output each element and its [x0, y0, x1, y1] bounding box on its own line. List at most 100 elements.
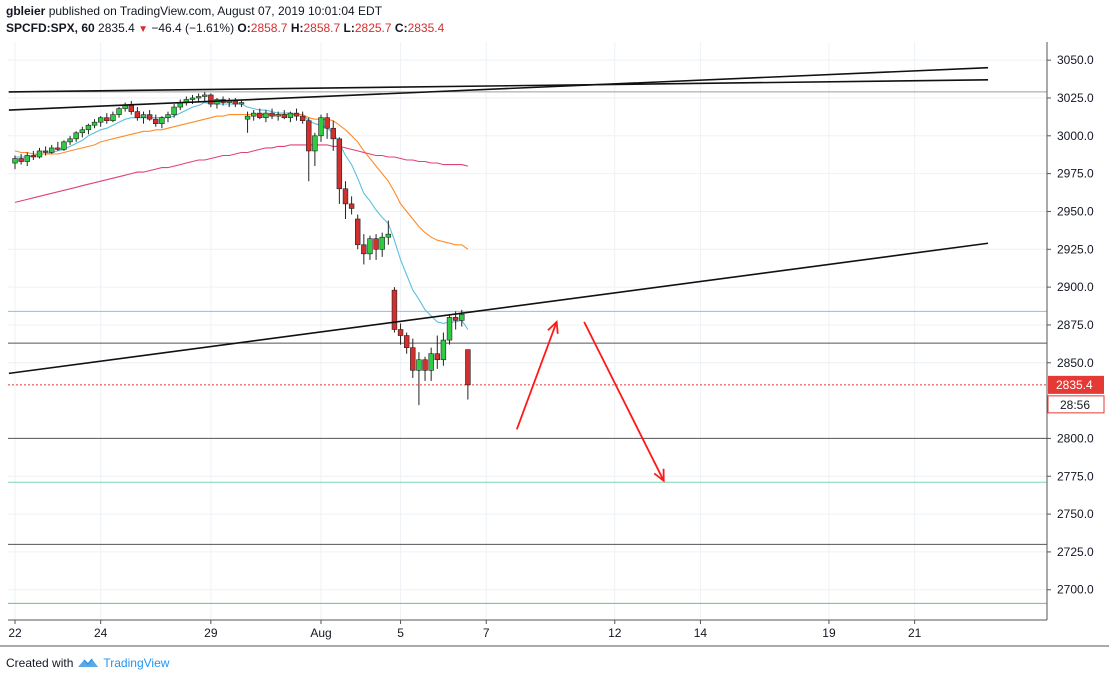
- price-badge: [1048, 375, 1104, 394]
- candle: [171, 104, 177, 118]
- candle-body: [275, 114, 281, 117]
- author-name[interactable]: gbleier: [6, 4, 46, 18]
- candle-body: [55, 147, 61, 150]
- candle-body: [281, 114, 287, 118]
- candle-body: [459, 314, 465, 321]
- time-tick-label: 24: [94, 626, 108, 640]
- symbol-name: SPCFD:SPX, 60: [6, 21, 95, 35]
- candle-body: [269, 112, 275, 117]
- close-label: C:: [394, 21, 408, 35]
- candle-body: [440, 339, 447, 361]
- candle-body: [422, 359, 428, 371]
- candle: [122, 102, 128, 112]
- candle-body: [238, 102, 245, 105]
- candle: [324, 113, 330, 139]
- candle: [348, 196, 355, 215]
- candle: [24, 152, 30, 167]
- candle-body: [379, 236, 385, 250]
- candle-body: [312, 135, 318, 152]
- candle-body: [244, 115, 251, 120]
- candle: [110, 111, 116, 123]
- candle: [244, 111, 251, 133]
- candle: [281, 110, 287, 120]
- candle-body: [153, 118, 159, 125]
- candle-body: [202, 94, 208, 97]
- candle: [410, 338, 416, 378]
- price-change: −46.4 (−1.61%): [151, 21, 235, 35]
- time-tick-label: 14: [694, 626, 708, 640]
- time-tick-label: 5: [397, 626, 404, 640]
- candle-body: [85, 124, 92, 131]
- candle-body: [385, 233, 392, 238]
- annotation-arrow-line: [515, 321, 558, 430]
- candle: [287, 111, 294, 123]
- time-tick-label: 22: [8, 626, 22, 640]
- candle-body: [116, 108, 122, 115]
- high-value: 2858.7: [303, 21, 341, 35]
- created-with-text: Created with: [6, 656, 74, 670]
- price-chart[interactable]: 3050.0 3025.0 3000.0 2975.0 2950.0 2925.0 2900…: [0, 0, 1109, 650]
- candle: [361, 234, 367, 265]
- candle: [465, 349, 471, 400]
- time-tick-label: 12: [608, 626, 622, 640]
- price-tick-label: 2800.0: [1057, 431, 1094, 445]
- low-label: L:: [343, 21, 355, 35]
- candle: [73, 131, 79, 142]
- candle-body: [361, 244, 367, 255]
- candle: [165, 111, 171, 123]
- candle: [446, 314, 453, 345]
- candle: [202, 91, 208, 102]
- candle: [79, 126, 86, 138]
- footer: Created with TradingView: [6, 656, 169, 670]
- candle-body: [434, 353, 440, 361]
- candle-body: [391, 289, 398, 330]
- candle-body: [257, 112, 263, 118]
- tradingview-brand[interactable]: TradingView: [103, 656, 170, 670]
- candle: [263, 110, 269, 123]
- candle-body: [140, 114, 147, 118]
- candle-body: [91, 121, 98, 126]
- price-badge-label: 2835.4: [1056, 378, 1093, 392]
- candle: [269, 108, 275, 120]
- candle: [55, 141, 61, 151]
- candle: [422, 356, 428, 381]
- candle: [12, 155, 18, 170]
- trendline: [8, 66, 989, 111]
- candle: [391, 287, 398, 333]
- candle-body: [42, 150, 49, 153]
- annotation-arrow-head: [653, 468, 665, 483]
- candle: [385, 220, 392, 245]
- candle-body: [446, 317, 453, 341]
- candle-body: [73, 132, 79, 140]
- time-tick-label: Aug: [310, 626, 331, 640]
- candle: [214, 97, 220, 109]
- candle-body: [67, 138, 73, 143]
- candle: [42, 146, 49, 156]
- candle: [140, 111, 147, 124]
- candle: [128, 101, 134, 115]
- candle: [195, 93, 202, 103]
- candle-body: [428, 353, 434, 371]
- candle: [18, 153, 24, 165]
- candle-body: [134, 111, 141, 118]
- candle: [336, 137, 343, 204]
- price-tick-label: 2850.0: [1057, 356, 1094, 370]
- candle: [146, 110, 153, 121]
- candle-body: [465, 349, 471, 386]
- trendline: [8, 79, 989, 93]
- candle: [434, 335, 440, 369]
- candle: [116, 107, 122, 118]
- candle-body: [104, 117, 110, 121]
- candle-body: [263, 112, 269, 118]
- time-tick-label: 21: [908, 626, 922, 640]
- candle-body: [367, 238, 373, 255]
- candle: [403, 332, 410, 354]
- candle-body: [195, 96, 202, 99]
- candle: [208, 93, 214, 108]
- candle: [49, 144, 55, 154]
- candle: [342, 181, 349, 220]
- candle-body: [171, 106, 177, 115]
- candle-body: [250, 112, 257, 117]
- candle-body: [18, 158, 24, 162]
- candle-body: [342, 188, 349, 205]
